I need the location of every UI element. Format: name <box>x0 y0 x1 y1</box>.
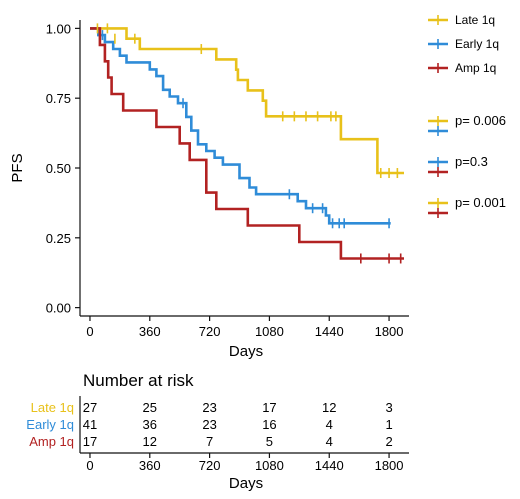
risk-x-tick-label: 1800 <box>375 458 404 473</box>
risk-x-tick-label: 1080 <box>255 458 284 473</box>
risk-row-label: Amp 1q <box>29 434 74 449</box>
risk-count: 17 <box>83 434 97 449</box>
risk-count: 2 <box>385 434 392 449</box>
x-tick-label: 360 <box>139 324 161 339</box>
p-value-label: p=0.3 <box>455 154 488 169</box>
y-tick-label: 0.75 <box>46 91 71 106</box>
risk-row-label: Early 1q <box>26 417 74 432</box>
x-tick-label: 1080 <box>255 324 284 339</box>
risk-count: 7 <box>206 434 213 449</box>
risk-table-title: Number at risk <box>83 371 194 390</box>
risk-count: 4 <box>326 417 333 432</box>
risk-x-tick-label: 1440 <box>315 458 344 473</box>
legend-label: Late 1q <box>455 13 495 27</box>
risk-count: 36 <box>143 417 157 432</box>
series-line-amp-1q <box>90 27 404 260</box>
x-tick-label: 1800 <box>375 324 404 339</box>
x-ticks: 0 360 720 1080 1440 1800 <box>86 316 404 339</box>
censor-marks <box>96 23 402 264</box>
risk-count: 12 <box>322 400 336 415</box>
legend-label: Amp 1q <box>455 61 496 75</box>
risk-count: 3 <box>385 400 392 415</box>
y-ticks: 0.00 0.25 0.50 0.75 1.00 <box>46 21 80 316</box>
risk-x-tick-label: 0 <box>86 458 93 473</box>
risk-x-ticks: 0 360 720 1080 1440 1800 <box>86 453 404 473</box>
risk-count: 41 <box>83 417 97 432</box>
series-line-early-1q <box>90 27 391 225</box>
risk-count: 23 <box>202 417 216 432</box>
risk-count: 27 <box>83 400 97 415</box>
risk-row-label: Late 1q <box>31 400 74 415</box>
risk-x-tick-label: 720 <box>199 458 221 473</box>
risk-count: 12 <box>143 434 157 449</box>
risk-count: 5 <box>266 434 273 449</box>
y-tick-label: 0.25 <box>46 231 71 246</box>
legend: Late 1q Early 1q Amp 1q <box>428 13 499 75</box>
p-value-annotations: p= 0.006 p=0.3 p= 0.001 <box>428 113 506 218</box>
y-tick-label: 0.00 <box>46 301 71 316</box>
x-tick-label: 0 <box>86 324 93 339</box>
x-tick-label: 720 <box>199 324 221 339</box>
risk-count: 17 <box>262 400 276 415</box>
survival-plot: 0.00 0.25 0.50 0.75 1.00 0 360 720 1080 1440 1800… <box>9 13 506 360</box>
p-value-label: p= 0.001 <box>455 195 506 210</box>
risk-count: 4 <box>326 434 333 449</box>
risk-count: 16 <box>262 417 276 432</box>
legend-label: Early 1q <box>455 37 499 51</box>
risk-count: 1 <box>385 417 392 432</box>
survival-curves <box>90 27 404 260</box>
risk-x-axis-label: Days <box>229 475 263 492</box>
y-tick-label: 0.50 <box>46 161 71 176</box>
x-axis-label: Days <box>229 343 263 360</box>
risk-count: 25 <box>143 400 157 415</box>
risk-count: 23 <box>202 400 216 415</box>
y-axis-label: PFS <box>9 153 26 182</box>
risk-x-tick-label: 360 <box>139 458 161 473</box>
p-value-label: p= 0.006 <box>455 113 506 128</box>
series-line-late-1q <box>90 27 404 175</box>
x-tick-label: 1440 <box>315 324 344 339</box>
y-tick-label: 1.00 <box>46 21 71 36</box>
